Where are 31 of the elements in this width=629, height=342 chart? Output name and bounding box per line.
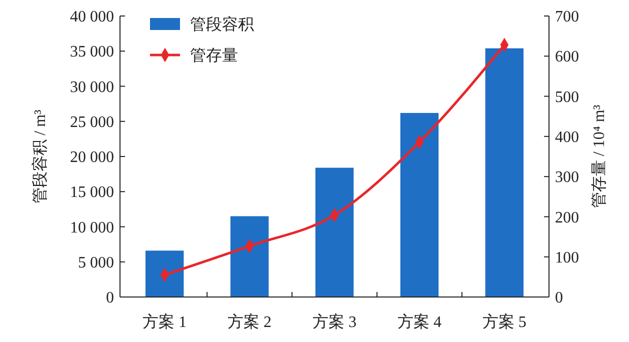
bar xyxy=(400,112,439,297)
y-tick-label: 20 000 xyxy=(70,149,114,166)
y-tick-label: 5 000 xyxy=(78,254,114,272)
bar xyxy=(315,168,354,297)
x-tick-label: 方案 2 xyxy=(228,313,272,331)
legend-label: 管段容积 xyxy=(190,16,254,34)
y-tick-label: 0 xyxy=(106,290,114,307)
y-tick-label: 30 000 xyxy=(70,78,114,96)
y-tick-label: 35 000 xyxy=(70,44,114,61)
y-tick-label: 15 000 xyxy=(70,184,114,202)
y-axis-title: 管段容积 / m³ xyxy=(31,109,49,204)
y-tick-label: 10 000 xyxy=(70,219,114,236)
y-tick-label: 25 000 xyxy=(70,114,114,131)
y2-axis-title: 管存量 / 10⁴ m³ xyxy=(591,104,608,208)
y-tick-label: 40 000 xyxy=(70,8,114,26)
y2-tick-label: 300 xyxy=(555,169,579,186)
y2-tick-label: 0 xyxy=(555,290,563,307)
y2-tick-label: 400 xyxy=(555,129,579,146)
x-tick-label: 方案 3 xyxy=(312,313,356,331)
bar xyxy=(230,216,269,297)
y2-tick-label: 500 xyxy=(555,88,579,106)
y2-tick-label: 200 xyxy=(555,209,579,226)
y2-tick-label: 100 xyxy=(555,249,579,266)
legend-label: 管存量 xyxy=(190,48,238,65)
x-tick-label: 方案 5 xyxy=(482,313,526,331)
bar xyxy=(145,250,184,297)
x-tick-label: 方案 1 xyxy=(142,313,187,331)
x-tick-label: 方案 4 xyxy=(397,313,442,331)
bar xyxy=(485,48,524,297)
y2-tick-label: 700 xyxy=(555,8,579,26)
y2-tick-label: 600 xyxy=(555,48,579,66)
